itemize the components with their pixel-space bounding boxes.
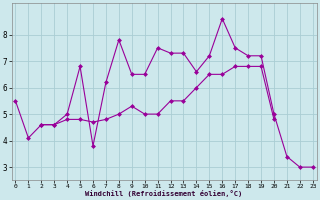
X-axis label: Windchill (Refroidissement éolien,°C): Windchill (Refroidissement éolien,°C) [85, 190, 243, 197]
